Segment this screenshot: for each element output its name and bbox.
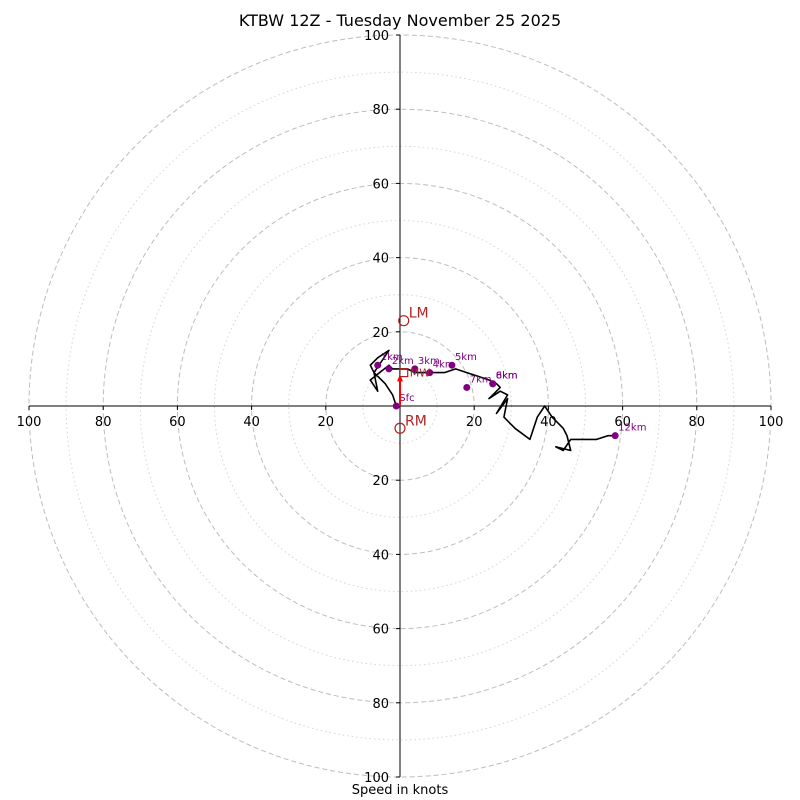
y-tick-label: 80 [372,103,389,118]
storm-motion-label-LM: LM [409,306,429,322]
hodograph-trace-line [369,349,616,452]
x-tick-label: 100 [759,415,784,430]
x-tick-label: 80 [689,415,706,430]
marker-label-3km: 3km [418,356,440,367]
plot-axes: 100 80 60 40 20 20 40 60 80 100 100 80 60 40 20 20 40 60 8… [17,29,784,786]
y-tick-label: 40 [372,548,389,563]
x-tick-label: 20 [466,415,483,430]
marker-label-12km: 12km [618,423,646,434]
y-tick-label: 100 [364,771,389,786]
x-tick-label: 100 [17,415,42,430]
marker-2km [385,365,393,373]
marker-1km [374,361,382,369]
marker-Sfc [392,402,400,410]
x-tick-label: 80 [95,415,112,430]
marker-label-4km: 4km [433,360,455,371]
wind-trace [369,349,616,452]
mean-wind-marker [399,368,409,378]
x-tick-label: 60 [169,415,186,430]
marker-label-8km: 8km [496,371,518,382]
x-axis-label: Speed in knots [351,783,449,798]
marker-label-6km: 6km [496,371,518,382]
y-tick-label: 20 [372,326,389,341]
marker-label-2km: 2km [392,356,414,367]
x-tick-label: 20 [318,415,335,430]
marker-5km [448,361,456,369]
storm-motion-markers: MW LM RM [394,306,430,434]
marker-8km [489,380,497,388]
storm-motion-LM [398,315,410,327]
marker-label-5km: 5km [455,352,477,363]
mean-wind-label: MW [410,367,430,380]
x-tick-label: 40 [540,415,557,430]
shear-vector-head [397,374,403,382]
x-tick-label: 40 [243,415,260,430]
marker-4km [426,369,434,377]
y-tick-label: 60 [372,177,389,192]
marker-label-7km: 7km [470,374,492,385]
storm-motion-RM [394,422,406,434]
storm-motion-label-RM: RM [405,413,427,429]
marker-3km [411,365,419,373]
y-tick-label: 40 [372,252,389,267]
x-tick-label: 60 [614,415,631,430]
marker-12km [611,432,619,440]
y-tick-label: 20 [372,474,389,489]
marker-7km [463,383,471,391]
chart-title: KTBW 12Z - Tuesday November 25 2025 [238,11,562,30]
marker-label-Sfc: Sfc [399,393,414,404]
y-tick-label: 100 [364,29,389,44]
y-tick-label: 80 [372,697,389,712]
y-tick-label: 60 [372,623,389,638]
marker-label-1km: 1km [381,352,403,363]
